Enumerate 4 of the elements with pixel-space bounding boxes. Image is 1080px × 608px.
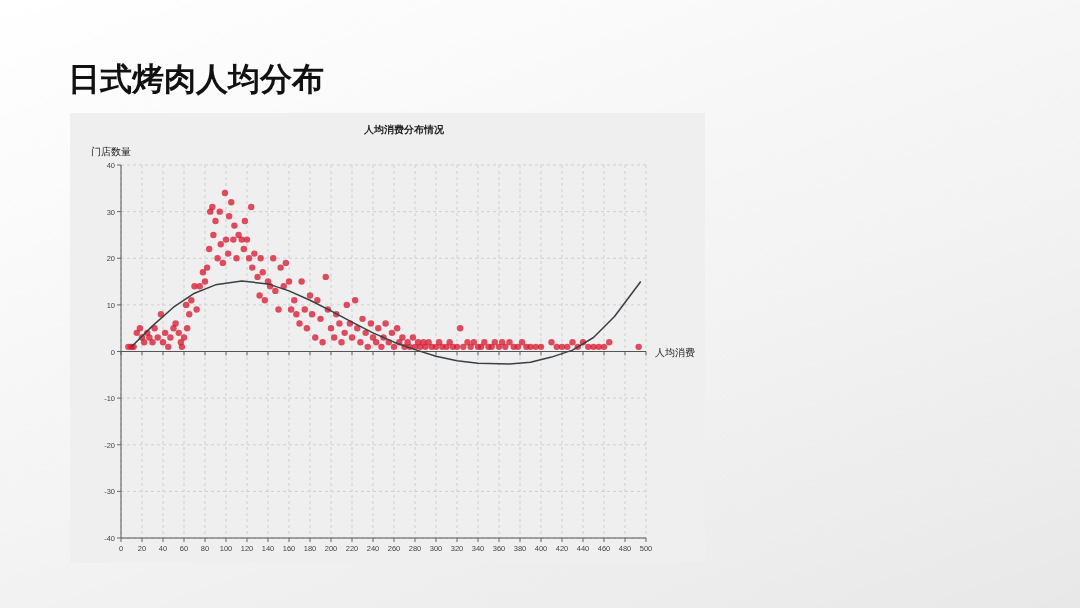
x-axis-title: 人均消费 xyxy=(655,346,695,358)
chart-title: 日式烤肉人均分布 xyxy=(68,60,324,99)
chart-subtitle: 人均消费分布情况 xyxy=(362,124,445,135)
y-axis-title: 门店数量 xyxy=(91,146,131,157)
